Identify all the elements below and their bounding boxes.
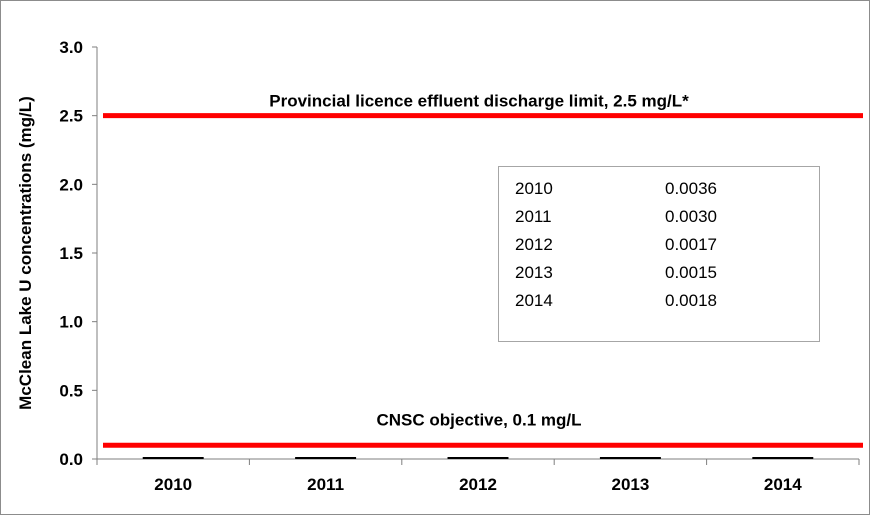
y-axis-title: McClean Lake U concentrations (mg/L) (16, 96, 35, 410)
x-tick-label: 2011 (307, 475, 344, 494)
x-tick-label: 2010 (154, 475, 192, 494)
values-table: 2010 0.0036 2011 0.0030 2012 0.0017 2013… (498, 166, 820, 342)
bar (295, 457, 357, 459)
bar (752, 457, 814, 459)
table-year: 2010 (515, 179, 553, 198)
table-year: 2011 (515, 207, 552, 226)
bar (142, 457, 204, 459)
bar (599, 457, 661, 459)
table-year: 2013 (515, 263, 553, 282)
y-tick-label: 0.5 (59, 381, 83, 400)
table-row: 2013 0.0015 (515, 263, 805, 287)
table-year: 2012 (515, 235, 553, 254)
y-tick-label: 2.0 (59, 175, 83, 194)
table-row: 2011 0.0030 (515, 207, 805, 231)
table-value: 0.0018 (665, 291, 717, 310)
reference-line-label: Provincial licence effluent discharge li… (269, 92, 689, 111)
y-tick-label: 2.5 (59, 107, 83, 126)
y-tick-label: 1.0 (59, 313, 83, 332)
bar (447, 457, 509, 459)
table-year: 2014 (515, 291, 553, 310)
table-value: 0.0017 (665, 235, 717, 254)
table-value: 0.0015 (665, 263, 717, 282)
x-tick-label: 2014 (764, 475, 802, 494)
table-row: 2010 0.0036 (515, 179, 805, 203)
table-row: 2014 0.0018 (515, 291, 805, 315)
x-tick-label: 2013 (611, 475, 649, 494)
table-value: 0.0030 (665, 207, 717, 226)
y-tick-label: 0.0 (59, 450, 83, 469)
x-tick-label: 2012 (459, 475, 497, 494)
y-tick-label: 3.0 (59, 38, 83, 57)
y-tick-label: 1.5 (59, 244, 83, 263)
reference-line-label: CNSC objective, 0.1 mg/L (377, 410, 582, 429)
table-row: 2012 0.0017 (515, 235, 805, 259)
table-value: 0.0036 (665, 179, 717, 198)
